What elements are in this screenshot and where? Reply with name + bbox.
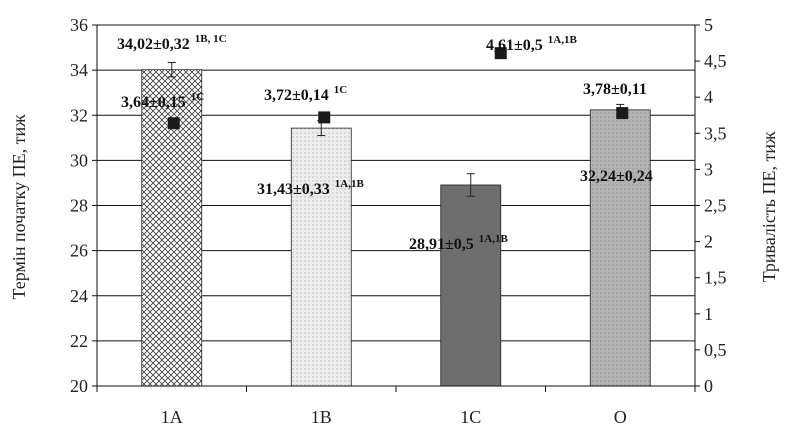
left-tick-label: 32 — [70, 105, 88, 125]
left-tick-label: 28 — [70, 196, 88, 216]
data-label-note: 1C — [334, 84, 348, 96]
left-tick-label: 22 — [70, 331, 88, 351]
right-tick-label: 2,5 — [704, 196, 727, 216]
marker-value-label: 4,61±0,5 1A,1B — [486, 34, 577, 54]
bar — [290, 127, 352, 387]
right-axis-title: Тривалість ПЕ, тиж — [759, 131, 779, 282]
right-tick-label: 4 — [704, 87, 713, 107]
bar-value-label: 34,02±0,32 1B, 1C — [117, 33, 227, 53]
axes: 20 22 24 26 28 30 32 34 36 0 0,5 1 1,5 2 2,5 3 3,5 4 4,5 5 1… — [70, 15, 727, 427]
x-tick-label: O — [614, 407, 627, 427]
right-tick-label: 3 — [704, 159, 713, 179]
x-tick-label: 1C — [460, 407, 481, 427]
data-label-note: 1A,1B — [548, 34, 578, 46]
right-tick-label: 4,5 — [704, 51, 727, 71]
x-tick-label: 1A — [161, 407, 183, 427]
bar-value-label: 32,24±0,24 — [580, 168, 653, 185]
data-label-note: 1A,1B — [479, 233, 509, 245]
left-tick-label: 26 — [70, 241, 88, 261]
marker-value-label: 3,72±0,14 1C — [264, 84, 347, 104]
bar — [141, 69, 203, 387]
left-tick-label: 20 — [70, 376, 88, 396]
left-tick-label: 36 — [70, 15, 88, 35]
data-marker — [494, 47, 507, 60]
left-axis-title: Термін початку ПЕ, тиж — [9, 114, 29, 300]
data-label-note: 1C — [191, 91, 205, 103]
data-marker — [167, 117, 180, 130]
marker-value-label: 3,78±0,11 — [583, 81, 647, 98]
data-label-note: 1A,1B — [335, 178, 365, 190]
right-tick-label: 2 — [704, 232, 713, 252]
bars — [141, 61, 651, 387]
right-tick-label: 0,5 — [704, 340, 727, 360]
marker-value-label: 3,64±0,15 1C — [121, 91, 204, 111]
left-tick-label: 34 — [70, 60, 88, 80]
left-tick-label: 24 — [70, 286, 88, 306]
data-marker — [616, 107, 629, 120]
markers — [167, 47, 629, 130]
x-tick-label: 1B — [311, 407, 332, 427]
left-tick-label: 30 — [70, 150, 88, 170]
right-tick-label: 3,5 — [704, 123, 727, 143]
bar — [440, 184, 502, 387]
bar — [589, 109, 651, 387]
data-marker — [318, 111, 331, 124]
right-tick-label: 1,5 — [704, 268, 727, 288]
right-tick-label: 1 — [704, 304, 713, 324]
right-tick-label: 5 — [704, 15, 713, 35]
right-tick-label: 0 — [704, 376, 713, 396]
data-label-note: 1B, 1C — [195, 33, 227, 45]
